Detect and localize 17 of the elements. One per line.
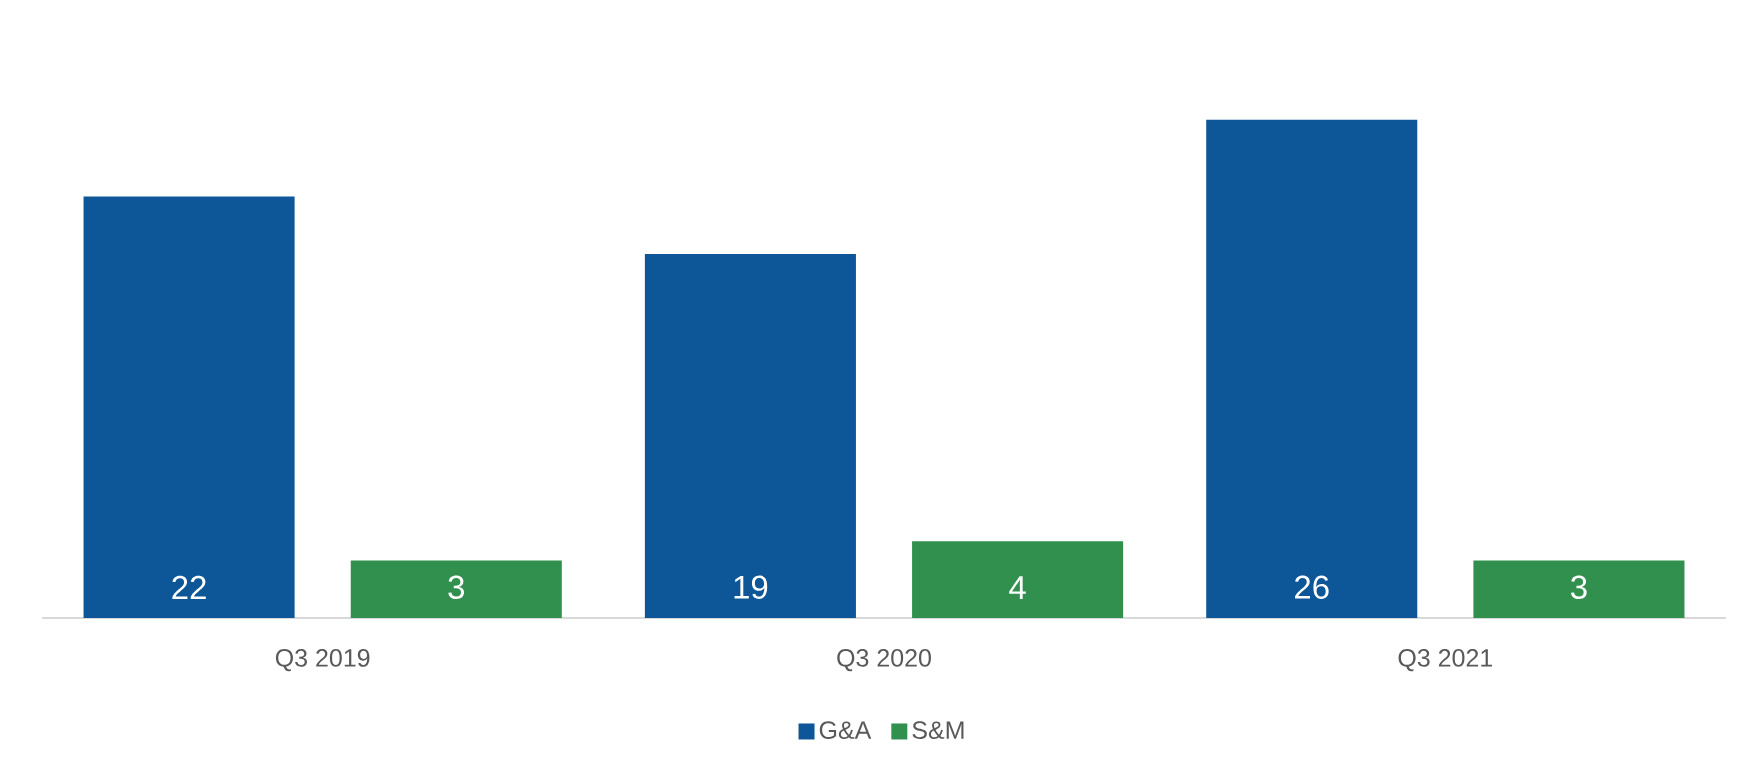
legend-label: S&M xyxy=(912,721,964,739)
x-tick-label: Q3 2021 xyxy=(1398,649,1493,672)
legend-label: G&A xyxy=(819,721,872,739)
data-label: 3 xyxy=(1571,575,1587,599)
bar xyxy=(83,196,295,618)
bar xyxy=(350,560,562,618)
bar xyxy=(1206,119,1418,618)
data-label: 19 xyxy=(734,575,768,599)
data-label: 26 xyxy=(1295,575,1329,599)
bar xyxy=(1473,560,1685,618)
bar xyxy=(644,253,856,618)
bar xyxy=(912,541,1124,618)
x-tick-label: Q3 2019 xyxy=(275,649,370,672)
data-label: 4 xyxy=(1009,576,1026,599)
data-label: 22 xyxy=(172,575,206,599)
data-label: 3 xyxy=(448,575,465,599)
x-tick-label: Q3 2020 xyxy=(837,649,931,672)
